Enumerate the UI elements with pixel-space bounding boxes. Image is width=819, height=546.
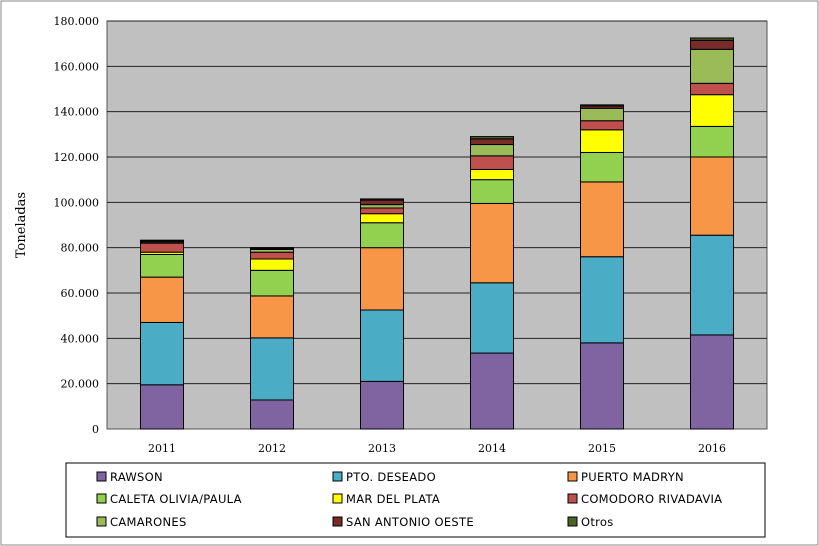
bar-segment-rawson-2015 xyxy=(580,342,624,430)
legend-swatch xyxy=(567,471,578,482)
legend-swatch xyxy=(332,516,343,527)
legend-label: PTO. DESEADO xyxy=(346,470,436,484)
legend-label: Otros xyxy=(581,515,614,529)
bar-segment-camarones-2014 xyxy=(470,144,514,157)
bar-segment-puerto-madryn-2012 xyxy=(250,295,294,339)
bar-segment-otros-2012 xyxy=(250,247,294,249)
legend-label: CALETA OLIVIA/PAULA xyxy=(110,492,242,506)
bar-segment-san-antonio-oeste-2016 xyxy=(690,39,734,50)
bar-segment-caleta-olivia-paula-2016 xyxy=(690,125,734,158)
legend-swatch xyxy=(567,493,578,504)
x-tick-label: 2011 xyxy=(148,442,176,455)
bar-segment-rawson-2012 xyxy=(250,399,294,430)
y-tick-label: 80.000 xyxy=(61,242,100,255)
legend-label: SAN ANTONIO OESTE xyxy=(346,515,474,529)
x-tick-label: 2014 xyxy=(478,442,506,455)
legend-swatch xyxy=(96,493,107,504)
bar-segment-camarones-2015 xyxy=(580,107,624,122)
bar-segment-mar-del-plata-2014 xyxy=(470,168,514,181)
bar-segment-mar-del-plata-2015 xyxy=(580,129,624,153)
bar-segment-rawson-2011 xyxy=(140,384,184,430)
bar-segment-mar-del-plata-2012 xyxy=(250,258,294,271)
bar-segment-pto-deseado-2011 xyxy=(140,321,184,386)
x-tick-label: 2013 xyxy=(368,442,396,455)
bar-segment-rawson-2016 xyxy=(690,334,734,430)
y-tick-label: 0 xyxy=(92,423,99,436)
bar-segment-otros-2016 xyxy=(690,37,734,41)
legend-label: RAWSON xyxy=(110,470,163,484)
bar-segment-pto-deseado-2016 xyxy=(690,234,734,336)
bar-segment-comodoro-rivadavia-2015 xyxy=(580,120,624,131)
bar-segment-caleta-olivia-paula-2014 xyxy=(470,179,514,204)
bar-segment-caleta-olivia-paula-2015 xyxy=(580,151,624,183)
bar-segment-san-antonio-oeste-2014 xyxy=(470,138,514,146)
bar-segment-mar-del-plata-2013 xyxy=(360,213,404,224)
plot-area xyxy=(106,20,768,430)
bar-segment-puerto-madryn-2015 xyxy=(580,181,624,258)
bar-segment-comodoro-rivadavia-2012 xyxy=(250,251,294,260)
legend-label: CAMARONES xyxy=(110,515,187,529)
legend-swatch xyxy=(332,471,343,482)
bar-segment-caleta-olivia-paula-2012 xyxy=(250,269,294,297)
legend xyxy=(65,462,766,538)
bar-segment-puerto-madryn-2011 xyxy=(140,276,184,323)
bar-segment-otros-2014 xyxy=(470,136,514,140)
bar-segment-camarones-2016 xyxy=(690,48,734,84)
y-tick-label: 180.000 xyxy=(54,15,100,28)
x-tick-label: 2015 xyxy=(588,442,616,455)
bar-segment-caleta-olivia-paula-2013 xyxy=(360,222,404,249)
legend-swatch xyxy=(567,516,578,527)
y-axis-label: Toneladas xyxy=(14,192,29,258)
bar-segment-pto-deseado-2014 xyxy=(470,282,514,354)
x-tick-label: 2016 xyxy=(698,442,726,455)
bar-segment-otros-2013 xyxy=(360,198,404,201)
x-tick-label: 2012 xyxy=(258,442,286,455)
legend-swatch xyxy=(96,471,107,482)
bar-segment-mar-del-plata-2016 xyxy=(690,94,734,127)
legend-swatch xyxy=(332,493,343,504)
bar-segment-san-antonio-oeste-2013 xyxy=(360,199,404,206)
bar-segment-camarones-2013 xyxy=(360,204,404,209)
y-tick-label: 20.000 xyxy=(61,378,100,391)
legend-label: PUERTO MADRYN xyxy=(581,470,684,484)
y-tick-label: 120.000 xyxy=(54,151,100,164)
bar-segment-pto-deseado-2012 xyxy=(250,337,294,401)
y-tick-label: 60.000 xyxy=(61,287,100,300)
bar-segment-puerto-madryn-2016 xyxy=(690,156,734,236)
bar-segment-rawson-2013 xyxy=(360,380,404,430)
bar-segment-comodoro-rivadavia-2014 xyxy=(470,155,514,170)
bar-segment-pto-deseado-2015 xyxy=(580,256,624,344)
bar-segment-puerto-madryn-2013 xyxy=(360,247,404,311)
bar-segment-comodoro-rivadavia-2011 xyxy=(140,242,184,253)
y-tick-label: 40.000 xyxy=(61,332,100,345)
y-tick-label: 160.000 xyxy=(54,60,100,73)
bar-segment-pto-deseado-2013 xyxy=(360,309,404,382)
bar-segment-puerto-madryn-2014 xyxy=(470,202,514,284)
bar-segment-rawson-2014 xyxy=(470,352,514,430)
bar-segment-comodoro-rivadavia-2016 xyxy=(690,82,734,96)
y-tick-label: 140.000 xyxy=(54,106,100,119)
bar-segment-comodoro-rivadavia-2013 xyxy=(360,207,404,215)
bar-segment-otros-2015 xyxy=(580,104,624,107)
bar-segment-caleta-olivia-paula-2011 xyxy=(140,253,184,278)
y-tick-label: 100.000 xyxy=(54,196,100,209)
legend-swatch xyxy=(96,516,107,527)
legend-label: MAR DEL PLATA xyxy=(346,492,440,506)
legend-label: COMODORO RIVADAVIA xyxy=(581,492,722,506)
bar-segment-otros-2011 xyxy=(140,239,184,242)
